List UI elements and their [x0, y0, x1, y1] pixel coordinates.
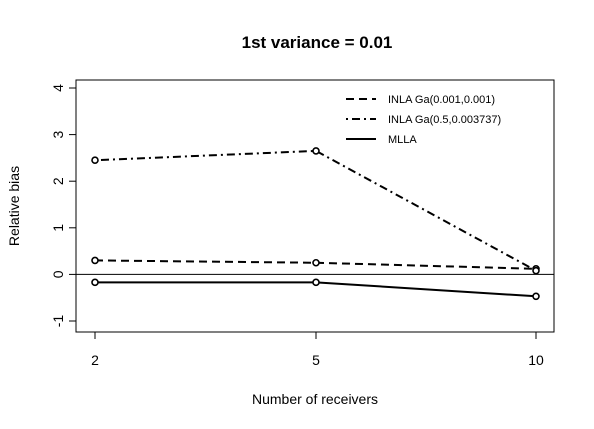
y-tick-label: 2 — [50, 177, 66, 185]
legend-item: INLA Ga(0.001,0.001) — [346, 94, 495, 106]
series-2 — [91, 278, 540, 301]
data-point — [312, 258, 320, 267]
x-axis-label: Number of receivers — [252, 391, 378, 407]
legend-item: INLA Ga(0.5,0.003737) — [346, 114, 501, 126]
x-tick-label: 10 — [528, 352, 544, 368]
legend-label: INLA Ga(0.5,0.003737) — [388, 114, 501, 126]
series-line — [94, 149, 537, 272]
data-point — [91, 156, 99, 165]
x-tick-label: 2 — [91, 352, 99, 368]
series-1 — [91, 147, 540, 275]
data-point — [91, 278, 99, 287]
series-0 — [91, 256, 540, 273]
data-point — [312, 147, 320, 155]
legend-item: MLLA — [346, 134, 417, 146]
y-tick-label: 1 — [50, 224, 66, 232]
legend: INLA Ga(0.001,0.001) INLA Ga(0.5,0.003737… — [346, 94, 501, 146]
y-axis-label: Relative bias — [6, 166, 22, 246]
y-tick-label: 0 — [50, 270, 66, 278]
chart-title: 1st variance = 0.01 — [242, 33, 393, 52]
y-axis: -1 0 1 2 3 4 — [50, 84, 77, 328]
y-tick-label: 3 — [50, 130, 66, 138]
y-tick-label: 4 — [50, 84, 66, 92]
data-point — [532, 266, 540, 275]
data-point — [91, 256, 99, 265]
legend-label: INLA Ga(0.001,0.001) — [388, 94, 495, 106]
data-point — [532, 292, 540, 301]
y-tick-label: -1 — [50, 315, 66, 328]
legend-label: MLLA — [388, 134, 417, 146]
data-point — [312, 278, 320, 287]
x-tick-label: 5 — [312, 352, 320, 368]
series-group — [91, 147, 540, 301]
x-axis: 2 5 10 — [91, 331, 544, 368]
